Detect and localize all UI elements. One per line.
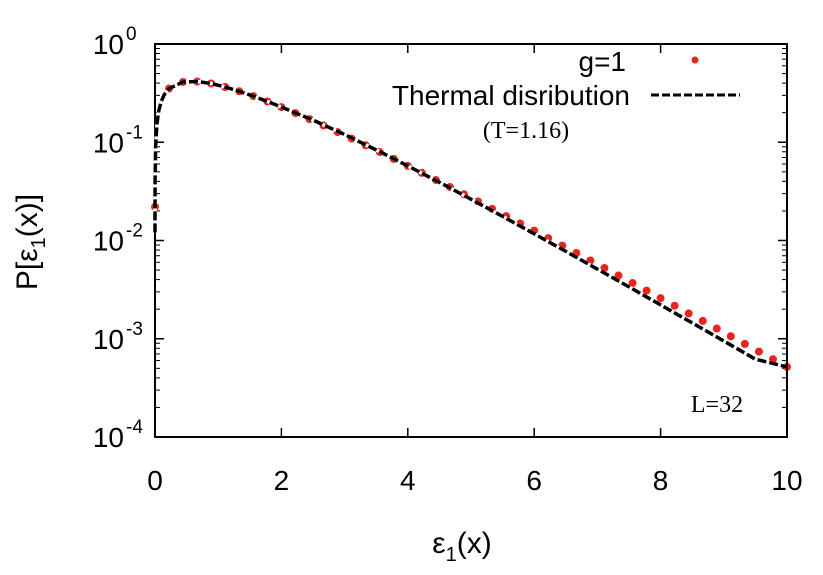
data-point (740, 339, 749, 348)
plot-frame (154, 43, 788, 438)
y-tick-exponent: 0 (126, 24, 137, 45)
x-tick-label: 8 (653, 465, 669, 496)
thermal-curve (153, 79, 788, 369)
x-tick-label: 0 (147, 465, 163, 496)
legend-label-g1: g=1 (579, 46, 627, 77)
thermal-curve-underlay (153, 79, 788, 369)
y-tick-exponent: -3 (126, 319, 143, 340)
legend: g=1 Thermal disribution (392, 46, 740, 111)
x-tick-label: 6 (526, 465, 542, 496)
y-tick-exponent: -4 (126, 417, 143, 438)
legend-label-thermal: Thermal disribution (392, 80, 630, 111)
temperature-annotation: (T=1.16) (483, 118, 569, 144)
legend-marker-g1 (691, 56, 699, 64)
x-tick-label: 10 (771, 465, 802, 496)
data-point (684, 309, 693, 318)
data-point (656, 294, 665, 303)
y-tick-label: 10 (93, 422, 124, 453)
y-tick-label: 10 (93, 127, 124, 158)
y-tick-exponent: -1 (126, 122, 143, 143)
y-axis-label: P[ε1(x)] (11, 194, 50, 290)
data-point (642, 286, 651, 295)
x-tick-label: 4 (400, 465, 416, 496)
data-point (698, 316, 707, 325)
x-axis-label: ε1(x) (432, 527, 491, 566)
x-tick-labels: 0 2 4 6 8 10 (147, 465, 802, 496)
y-tick-label: 10 (93, 29, 124, 60)
x-tick-label: 2 (274, 465, 290, 496)
thermal-curve-layer (153, 79, 788, 369)
y-tick-exponent: -2 (126, 221, 143, 242)
data-point (614, 271, 623, 280)
data-point (628, 279, 637, 288)
data-point (726, 332, 735, 341)
data-point (754, 347, 763, 356)
data-point (712, 324, 721, 333)
y-tick-label: 10 (93, 324, 124, 355)
data-points-layer (151, 77, 791, 371)
y-tick-label: 10 (93, 226, 124, 257)
data-point (670, 301, 679, 310)
system-size-annotation: L=32 (691, 392, 743, 418)
